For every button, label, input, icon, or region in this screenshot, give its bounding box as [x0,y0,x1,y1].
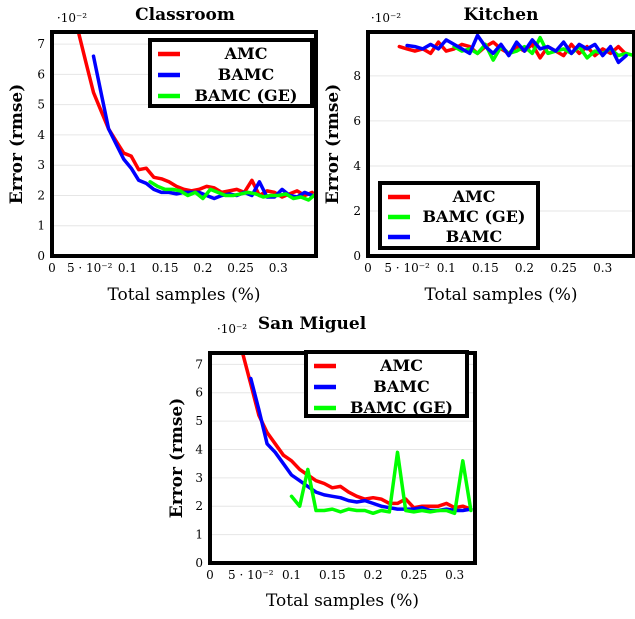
series-line-amc [240,353,473,511]
x-tick-label: 0.2 [515,261,534,275]
x-tick-label: 5 · 10⁻² [228,568,274,582]
x-tick-label: 0.25 [400,568,427,582]
legend: AMC BAMC BAMC (GE) [148,38,314,108]
series-group [76,32,316,202]
chart-kitchen-svg: Kitchen ·10⁻² 0 2 4 6 8 0 5 · 10⁻² 0.1 0.15 0.2 0.25… [323,5,635,305]
series-line-bamc [405,33,628,65]
y-tick-label: 0 [37,249,45,263]
y-tick-label: 4 [195,442,203,456]
plot-frame [366,30,635,258]
y-tick-label: 6 [195,386,203,400]
x-axis-label: Total samples (%) [425,285,578,305]
y-tick-label: 5 [195,414,203,428]
y-tick-label: 6 [353,114,361,128]
y-axis-label: Error (rmse) [167,398,187,519]
chart-title: Kitchen [464,5,539,25]
y-tick-label: 2 [353,204,361,218]
y-tick-label: 3 [37,158,45,172]
legend-label: AMC [224,44,268,63]
y-tick-label: 0 [353,249,361,263]
chart-classroom: Classroom ·10⁻² 0 1 2 3 4 5 6 7 0 5 · 10⁻² 0.1 0.15 0.… [0,0,320,310]
x-tick-label: 0.1 [118,261,137,275]
y-scale-label: ·10⁻² [57,11,87,25]
x-tick-label: 0.25 [550,261,577,275]
y-tick-label: 5 [37,98,45,112]
x-tick-label: 0.1 [282,568,301,582]
y-tick-label: 2 [195,499,203,513]
x-tick-label: 0.3 [593,261,612,275]
series-line-bamc-ge- [289,450,473,516]
chart-title: San Miguel [258,314,367,334]
y-tick-label: 7 [195,357,203,371]
x-tick-label: 0.25 [227,261,254,275]
x-tick-label: 0 [206,568,214,582]
legend-label: AMC [379,356,423,375]
x-tick-label: 0.15 [472,261,499,275]
x-tick-label: 0.3 [445,568,464,582]
x-tick-label: 0.1 [437,261,456,275]
y-axis-label: Error (rmse) [7,84,27,205]
x-tick-label: 0.15 [152,261,179,275]
legend-label: BAMC (GE) [423,207,526,226]
chart-kitchen: Kitchen ·10⁻² 0 2 4 6 8 0 5 · 10⁻² 0.1 0.15 0.2 0.25… [318,0,635,310]
y-tick-label: 0 [195,556,203,570]
x-tick-label: 5 · 10⁻² [67,261,113,275]
plot-frame [50,30,318,258]
y-tick-label: 4 [37,128,45,142]
series-group [397,33,634,65]
y-scale-label: ·10⁻² [217,322,247,336]
y-scale-label: ·10⁻² [371,11,401,25]
legend-label: BAMC (GE) [195,86,298,105]
legend-label: BAMC (GE) [350,398,453,417]
x-tick-label: 0.3 [269,261,288,275]
legend-label: BAMC [373,377,429,396]
x-axis-label: Total samples (%) [108,285,261,305]
y-tick-label: 7 [37,37,45,51]
x-tick-label: 0.2 [193,261,212,275]
x-tick-label: 5 · 10⁻² [384,261,430,275]
y-tick-label: 3 [195,471,203,485]
legend-label: AMC [452,187,496,206]
x-tick-label: 0.15 [319,568,346,582]
series-line-bamc-ge- [148,180,316,202]
y-tick-label: 4 [353,159,361,173]
series-group [240,353,473,516]
y-tick-label: 8 [353,69,361,83]
y-tick-label: 1 [195,528,203,542]
y-tick-label: 1 [37,219,45,233]
x-tick-label: 0 [364,261,372,275]
chart-san-miguel-svg: San Miguel ·10⁻² 0 1 2 3 4 5 6 7 0 5 · 10⁻² 0.1 0.15 0… [167,314,477,611]
x-tick-label: 0 [48,261,56,275]
y-axis-label: Error (rmse) [323,84,343,205]
chart-san-miguel: San Miguel ·10⁻² 0 1 2 3 4 5 6 7 0 5 · 10⁻² 0.1 0.15 0… [160,308,480,615]
legend-box [304,350,469,418]
x-tick-label: 0.2 [364,568,383,582]
legend-label: BAMC [446,227,502,246]
legend: AMC BAMC BAMC (GE) [304,350,469,418]
chart-title: Classroom [135,5,235,25]
legend-label: BAMC [218,65,274,84]
chart-classroom-svg: Classroom ·10⁻² 0 1 2 3 4 5 6 7 0 5 · 10⁻² 0.1 0.15 0.… [7,5,318,305]
y-tick-label: 6 [37,67,45,81]
y-tick-label: 2 [37,188,45,202]
x-axis-label: Total samples (%) [266,591,419,611]
